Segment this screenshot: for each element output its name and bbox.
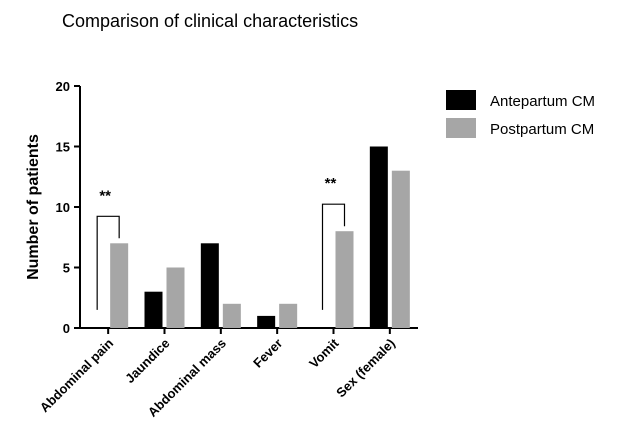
- x-tick-label: Abdominal pain: [37, 335, 117, 415]
- significance-label: **: [99, 187, 111, 204]
- x-tick-label: Jaundice: [122, 336, 172, 386]
- bar-postpartum-cm-vomit: [335, 231, 354, 328]
- significance-label: **: [325, 175, 337, 192]
- bar-antepartum-cm-abdominal-mass: [200, 243, 219, 328]
- bar-postpartum-cm-jaundice: [166, 267, 185, 328]
- x-tick-label: Fever: [250, 336, 285, 371]
- legend-swatch: [446, 90, 476, 110]
- bar-postpartum-cm-abdominal-pain: [110, 243, 129, 328]
- x-tick-label: Sex (female): [333, 336, 398, 401]
- y-axis-label: Number of patients: [25, 134, 42, 280]
- y-tick-label: 10: [56, 200, 70, 215]
- legend: Antepartum CM Postpartum CM: [446, 90, 595, 138]
- x-tick-label: Vomit: [306, 335, 342, 371]
- bar-antepartum-cm-sex-female-: [369, 146, 388, 328]
- bar-antepartum-cm-jaundice: [144, 291, 163, 328]
- significance-bracket: [321, 203, 346, 310]
- bar-postpartum-cm-fever: [279, 303, 298, 328]
- y-tick-label: 20: [56, 79, 70, 94]
- bar-antepartum-cm-fever: [257, 315, 276, 328]
- significance-annotations: ** **: [96, 175, 346, 310]
- y-tick-label: 5: [63, 261, 70, 276]
- legend-label: Antepartum CM: [490, 93, 595, 110]
- chart-title: Comparison of clinical characteristics: [62, 11, 358, 31]
- y-tick-label: 0: [63, 321, 70, 336]
- significance-bracket: [96, 215, 120, 310]
- legend-swatch: [446, 118, 476, 138]
- y-tick-label: 15: [56, 140, 70, 155]
- bars: [110, 146, 410, 328]
- bar-postpartum-cm-abdominal-mass: [222, 303, 241, 328]
- legend-label: Postpartum CM: [490, 121, 594, 138]
- bar-postpartum-cm-sex-female-: [391, 170, 410, 328]
